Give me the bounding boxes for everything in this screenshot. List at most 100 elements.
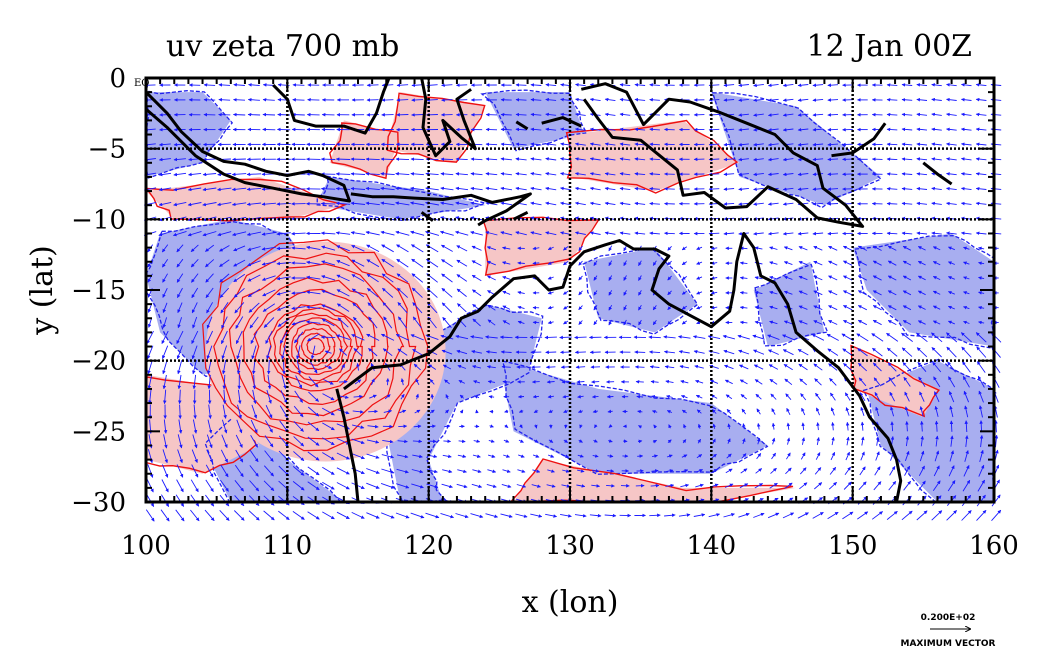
wind-vector: [517, 290, 525, 295]
wind-vector: [502, 320, 511, 325]
wind-vector: [456, 83, 468, 87]
wind-vector: [886, 97, 898, 102]
wind-vector: [696, 291, 703, 295]
wind-vector: [247, 288, 261, 298]
wind-vector: [813, 305, 823, 311]
wind-vector: [233, 259, 246, 267]
x-axis-label: x (lon): [522, 585, 619, 620]
wind-vector: [589, 201, 601, 206]
wind-vector: [946, 142, 957, 146]
wind-vector: [593, 260, 598, 266]
wind-vector: [335, 172, 351, 176]
wind-vector: [901, 231, 913, 236]
wind-vector: [574, 127, 586, 132]
wind-vector: [365, 230, 380, 236]
wind-vector: [960, 172, 972, 176]
wind-vector: [531, 380, 540, 384]
wind-vector: [205, 273, 214, 283]
wind-vector: [335, 201, 351, 206]
wind-vector: [158, 157, 171, 162]
wind-vector: [547, 276, 554, 280]
wind-vector: [754, 276, 763, 280]
wind-vector: [738, 127, 749, 132]
wind-vector: [336, 260, 350, 267]
negative-vorticity-region: [485, 92, 585, 149]
wind-vector: [963, 291, 970, 295]
wind-vector: [204, 509, 215, 522]
y-tick-label: 0: [109, 64, 126, 94]
wind-vector: [623, 245, 627, 252]
wind-vector: [696, 261, 703, 265]
cyclone-ring: [228, 263, 405, 426]
wind-vector: [753, 157, 764, 162]
wind-vector: [797, 187, 809, 191]
wind-vector: [365, 172, 380, 176]
wind-vector: [797, 127, 809, 132]
wind-vector: [652, 305, 657, 311]
wind-vector: [439, 230, 454, 236]
wind-vector: [619, 142, 631, 146]
wind-vector: [173, 201, 187, 207]
wind-vector: [306, 305, 321, 310]
wind-vector: [574, 142, 586, 146]
wind-vector: [961, 510, 972, 521]
wind-vector: [276, 304, 291, 311]
wind-vector: [233, 97, 246, 102]
wind-vector: [931, 157, 942, 161]
wind-vector: [738, 187, 749, 191]
wind-vector: [320, 187, 336, 191]
wind-vector: [738, 157, 749, 162]
wind-vector: [638, 260, 642, 266]
wind-vector: [681, 261, 688, 266]
wind-vector: [902, 305, 912, 311]
wind-vector: [723, 513, 735, 518]
wind-vector: [652, 260, 657, 266]
wind-vector: [619, 83, 631, 87]
wind-vector: [470, 216, 483, 221]
wind-vector: [667, 320, 672, 325]
negative-vorticity-contour: [754, 263, 829, 347]
wind-vector: [887, 260, 897, 266]
wind-vector: [872, 260, 882, 266]
wind-vector: [634, 201, 646, 206]
wind-vector: [634, 97, 646, 102]
wind-vector: [916, 142, 928, 147]
wind-vector: [931, 216, 942, 221]
wind-vector: [723, 231, 735, 236]
wind-vector: [872, 319, 882, 326]
wind-vector: [623, 275, 627, 281]
wind-vector: [916, 172, 928, 176]
wind-vector: [395, 512, 410, 519]
wind-vector: [963, 276, 970, 280]
wind-vector: [782, 231, 794, 236]
wind-vector: [827, 172, 839, 177]
wind-vector: [828, 305, 838, 311]
wind-vector: [560, 186, 572, 191]
wind-vector: [191, 302, 198, 314]
wind-vector: [931, 231, 942, 236]
wind-vector: [410, 172, 424, 176]
wind-vector: [978, 305, 985, 310]
wind-vector: [812, 83, 824, 88]
wind-vector: [753, 98, 764, 102]
wind-vector: [739, 276, 748, 280]
wind-vector: [693, 513, 706, 517]
wind-vector: [188, 172, 202, 177]
x-tick-label: 130: [545, 531, 595, 561]
wind-vector: [619, 97, 631, 102]
wind-vector: [306, 245, 321, 251]
wind-vector: [798, 246, 808, 251]
wind-vector: [501, 365, 511, 369]
wind-vector: [440, 201, 454, 206]
wind-vector: [173, 187, 187, 192]
wind-vector: [351, 244, 365, 252]
wind-vector: [175, 509, 185, 522]
wind-vector: [471, 245, 482, 251]
wind-vector: [411, 287, 423, 298]
wind-vector: [219, 245, 230, 252]
wind-vector: [545, 83, 557, 87]
wind-vector: [202, 157, 216, 162]
wind-vector: [456, 288, 467, 297]
wind-vector: [291, 231, 306, 236]
wind-vector: [547, 261, 554, 265]
